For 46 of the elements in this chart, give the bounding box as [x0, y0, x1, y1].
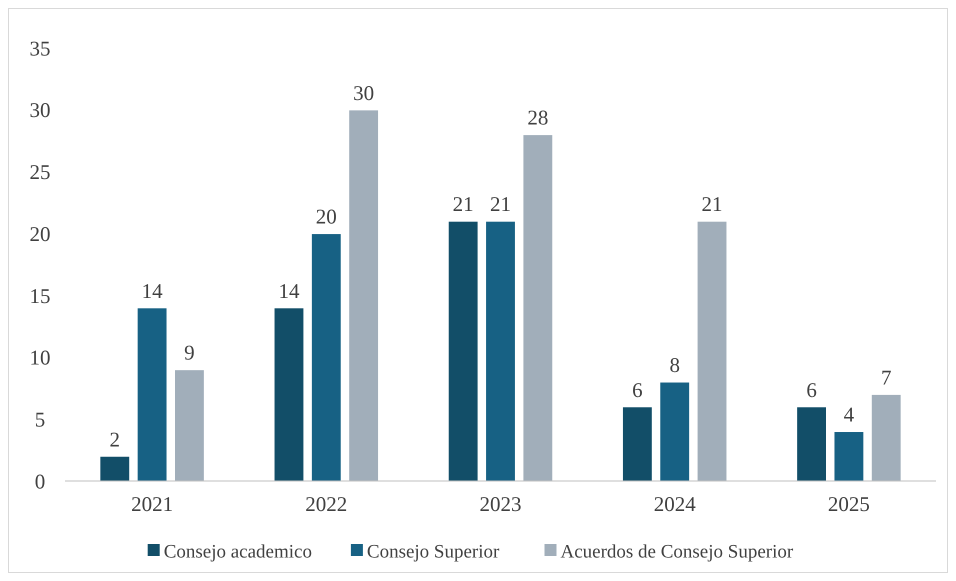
bar [348, 109, 380, 482]
x-tick-label: 2022 [305, 492, 348, 516]
y-tick-label: 35 [30, 36, 50, 60]
bar [99, 456, 130, 482]
bar [659, 382, 690, 482]
data-label: 4 [844, 402, 855, 427]
bar [274, 307, 304, 482]
y-tick-label: 15 [30, 284, 50, 308]
y-tick-label: 5 [34, 407, 46, 432]
x-tick-label: 2025 [828, 492, 870, 516]
bar [622, 406, 653, 482]
data-label: 6 [806, 378, 817, 402]
bar [136, 307, 168, 482]
x-tick-label: 2024 [654, 492, 696, 516]
data-label: 2 [110, 427, 120, 452]
data-label: 6 [632, 378, 643, 402]
y-tick-label: 25 [30, 160, 50, 184]
data-label: 14 [142, 278, 164, 303]
y-tick-label: 30 [30, 98, 50, 122]
data-label: 21 [452, 192, 474, 216]
y-tick-label: 10 [30, 346, 50, 370]
x-tick-label: 2021 [131, 492, 174, 516]
data-label: 7 [880, 365, 892, 390]
legend-label: Consejo Superior [366, 542, 500, 563]
y-tick-label: 0 [34, 469, 46, 494]
bar [174, 369, 205, 482]
bar [448, 220, 479, 482]
bar [870, 394, 902, 482]
data-label: 28 [527, 106, 548, 130]
bar [485, 220, 516, 482]
bar [696, 220, 728, 482]
y-tick-label: 20 [30, 222, 50, 246]
bar [833, 431, 864, 482]
data-label: 20 [316, 204, 337, 229]
bar [796, 406, 828, 482]
data-label: 8 [669, 353, 680, 378]
data-label: 14 [278, 278, 300, 303]
x-tick-label: 2023 [480, 492, 522, 516]
data-label: 9 [184, 340, 195, 365]
data-label: 30 [353, 80, 374, 105]
legend-label: Consejo academico [164, 542, 312, 563]
data-label: 21 [490, 192, 511, 216]
bar [310, 233, 342, 482]
data-label: 21 [702, 192, 723, 216]
bar [522, 134, 554, 482]
legend-label: Acuerdos de Consejo Superior [560, 542, 794, 563]
